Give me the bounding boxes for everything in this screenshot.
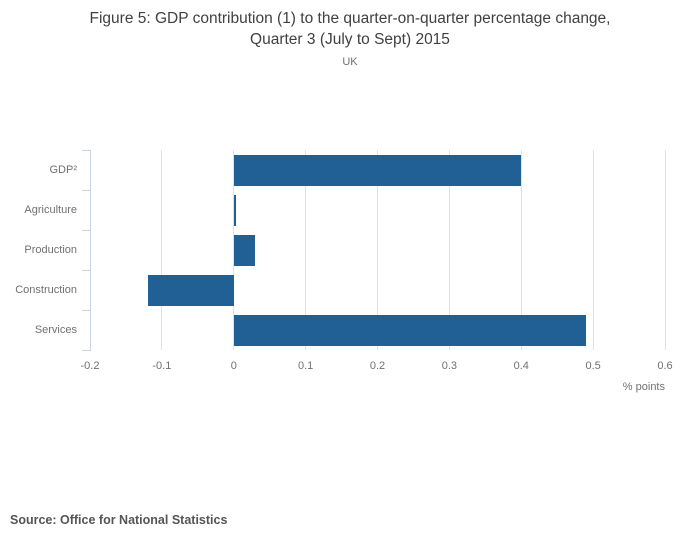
bar-construction[interactable] [147,274,234,306]
x-tick-label: -0.2 [80,360,100,372]
plot-area: -0.2 -0.1 0 0.1 0.2 0.3 0.4 0.5 0.6 GDP² Agricultu… [15,150,673,372]
category-label: Production [24,244,77,256]
gridline [448,150,450,350]
gridline [520,150,522,350]
x-tick-label: 0.2 [369,360,386,372]
x-tick-label: 0 [230,360,237,372]
x-axis-label: % points [622,381,665,393]
x-tick-label: -0.1 [152,360,172,372]
y-axis-tick [82,270,90,271]
y-axis-tick [82,190,90,191]
x-tick-label: 0.5 [585,360,601,372]
gridline [664,150,666,350]
x-tick-label: 0.3 [441,360,458,372]
y-axis-line [89,150,91,351]
y-axis-tick [82,150,90,151]
bar-production[interactable] [233,234,256,266]
gridline [377,150,378,350]
x-tick-label: 0.6 [657,360,673,372]
category-label: GDP² [49,164,78,176]
x-tick-label: 0.4 [513,360,529,372]
bar-agriculture[interactable] [233,194,236,226]
bar-gdp[interactable] [233,154,522,186]
y-axis-tick [82,310,90,311]
gridline [592,150,594,350]
category-label: Services [34,324,77,336]
source-text: Source: Office for National Statistics [10,513,228,527]
chart-title-line2: Quarter 3 (July to Sept) 2015 [250,31,450,48]
chart-subtitle: UK [342,56,358,68]
chart-title: Figure 5: GDP contribution (1) to the qu… [0,8,700,50]
gridline [161,150,163,350]
gridline [305,150,307,350]
bar-services[interactable] [233,314,586,346]
chart-title-line1: Figure 5: GDP contribution (1) to the qu… [89,10,611,27]
y-axis-tick [82,350,90,351]
category-label: Construction [15,284,77,296]
x-tick-label: 0.1 [297,360,314,372]
y-axis-tick [82,230,90,231]
category-label: Agriculture [24,204,77,216]
